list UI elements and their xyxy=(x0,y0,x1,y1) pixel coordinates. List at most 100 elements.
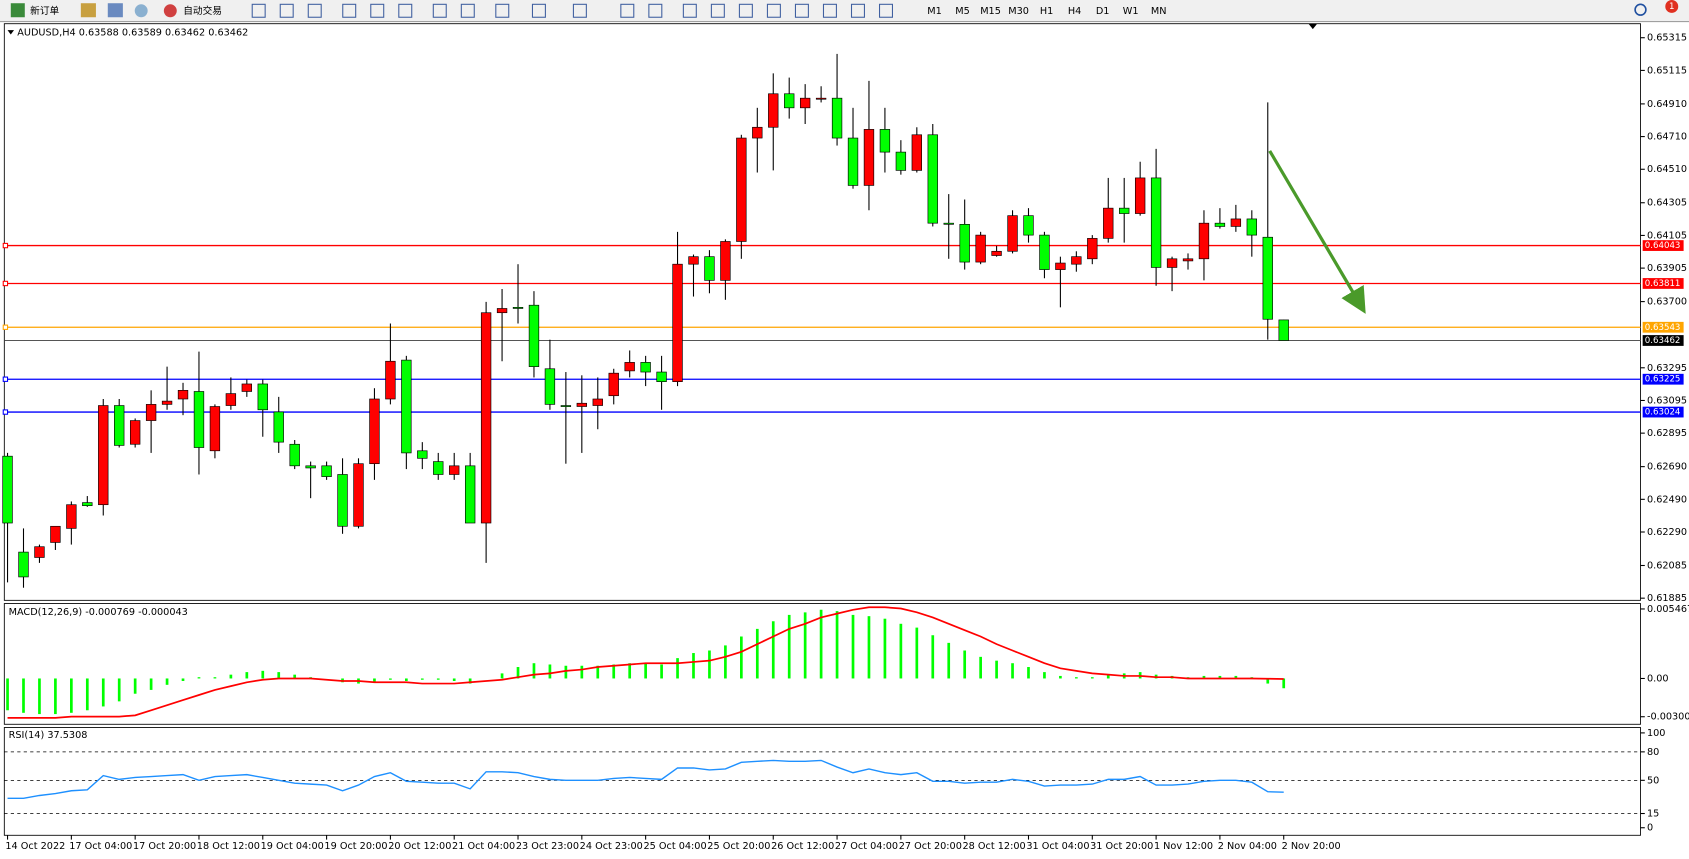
candle-body xyxy=(959,223,970,263)
timeframe-button[interactable]: H1 xyxy=(1040,6,1053,17)
candle-body xyxy=(82,502,93,507)
candle-body xyxy=(799,97,811,109)
y-tick-label: 80 xyxy=(1647,747,1659,758)
symbol: AUDUSD,H4 xyxy=(17,27,75,38)
tool-icon[interactable] xyxy=(794,3,809,18)
icon[interactable] xyxy=(80,3,96,18)
candle-body xyxy=(624,362,635,372)
tool-icon[interactable] xyxy=(398,3,413,18)
candle-body xyxy=(305,465,316,469)
candle-body xyxy=(1071,256,1082,265)
candle-body xyxy=(34,546,45,558)
new-order-button[interactable]: 新订单 xyxy=(10,3,60,18)
y-tick-label: 0 xyxy=(1647,823,1653,834)
timeframe-button[interactable]: M30 xyxy=(1008,6,1029,17)
tool-icon[interactable] xyxy=(370,3,385,18)
icon[interactable] xyxy=(134,4,148,18)
timeframe-button[interactable]: D1 xyxy=(1096,6,1110,17)
current-price-label: 0.63462 xyxy=(1645,336,1681,346)
candle-body xyxy=(736,137,747,242)
low-value: 0.63462 xyxy=(165,27,205,38)
candle-body xyxy=(177,390,189,400)
candle-body xyxy=(496,308,508,314)
candle-body xyxy=(145,404,157,421)
tool-icon[interactable] xyxy=(738,3,753,18)
candle-body xyxy=(480,312,492,524)
x-tick-label: 14 Oct 2022 xyxy=(5,841,65,852)
candle-body xyxy=(640,362,651,373)
y-tick-label: 0.62085 xyxy=(1647,560,1687,571)
candle-body xyxy=(98,405,109,506)
high-value: 0.63589 xyxy=(122,27,162,38)
candle-body xyxy=(608,372,619,397)
candle-body xyxy=(369,398,380,465)
tool-icon[interactable] xyxy=(648,3,663,18)
candle-body xyxy=(704,256,715,281)
candle-body xyxy=(114,405,125,446)
candle-body xyxy=(688,256,699,265)
candle-body xyxy=(241,383,253,392)
level-price-box xyxy=(1642,321,1684,333)
candle-body xyxy=(656,371,667,382)
x-tick-label: 17 Oct 20:00 xyxy=(133,841,196,852)
candle-body xyxy=(273,411,284,443)
y-tick-label: 50 xyxy=(1647,775,1659,786)
candle-body xyxy=(18,551,29,578)
tool-icon[interactable] xyxy=(432,3,447,18)
level-handle xyxy=(2,324,9,330)
icon xyxy=(10,3,25,18)
y-tick-label: 15 xyxy=(1647,809,1659,820)
timeframe-button[interactable]: M5 xyxy=(955,6,970,17)
tool-icon[interactable] xyxy=(495,3,510,18)
tool-icon[interactable] xyxy=(822,3,837,18)
tool-icon[interactable] xyxy=(307,3,322,18)
tool-icon[interactable] xyxy=(279,3,294,18)
level-handle xyxy=(2,409,9,415)
candle-body xyxy=(193,391,205,448)
timeframe-button[interactable]: W1 xyxy=(1123,6,1139,17)
candle-body xyxy=(353,463,364,527)
search-icon[interactable] xyxy=(1634,3,1647,16)
tool-icon[interactable] xyxy=(620,3,635,18)
notification-badge[interactable] xyxy=(1665,0,1679,13)
x-tick-label: 25 Oct 04:00 xyxy=(643,841,706,852)
candle-body xyxy=(975,234,986,263)
candle-body xyxy=(512,307,524,309)
x-tick-label: 25 Oct 20:00 xyxy=(707,841,770,852)
candle-body xyxy=(433,461,444,475)
candle-body xyxy=(560,405,572,407)
tool-icon[interactable] xyxy=(766,3,781,18)
level-price-label: 0.63225 xyxy=(1645,375,1681,385)
icon xyxy=(163,4,177,18)
candle-body xyxy=(1198,222,1210,260)
timeframe-button[interactable]: M1 xyxy=(927,6,942,17)
tool-icon[interactable] xyxy=(342,3,357,18)
rsi-panel xyxy=(3,727,1641,836)
tool-icon[interactable] xyxy=(531,3,546,18)
rsi-header: RSI(14) 37.5308 xyxy=(9,730,88,741)
candle-body xyxy=(401,359,412,454)
timeframe-button[interactable]: M15 xyxy=(980,6,1001,17)
tool-icon[interactable] xyxy=(251,3,266,18)
x-tick-label: 2 Nov 04:00 xyxy=(1218,841,1277,852)
tool-icon[interactable] xyxy=(710,3,725,18)
timeframe-button[interactable]: H4 xyxy=(1068,6,1081,17)
candle-body xyxy=(2,455,13,524)
candle-body xyxy=(528,304,540,367)
tool-icon[interactable] xyxy=(460,3,475,18)
y-tick-label: 0.005467 xyxy=(1647,604,1689,615)
tool-icon[interactable] xyxy=(850,3,865,18)
tool-icon[interactable] xyxy=(682,3,697,18)
tool-icon[interactable] xyxy=(572,3,587,18)
auto-trading-button[interactable]: 自动交易 xyxy=(163,4,222,18)
close-value: 0.63462 xyxy=(208,27,248,38)
rsi-title: RSI(14) xyxy=(9,730,45,741)
x-tick-label: 24 Oct 23:00 xyxy=(580,841,643,852)
icon[interactable] xyxy=(107,3,123,18)
x-tick-label: 23 Oct 23:00 xyxy=(516,841,579,852)
timeframe-button[interactable]: MN xyxy=(1151,6,1167,17)
tool-icon[interactable] xyxy=(878,3,894,18)
y-tick-label: 0.61885 xyxy=(1647,593,1687,604)
